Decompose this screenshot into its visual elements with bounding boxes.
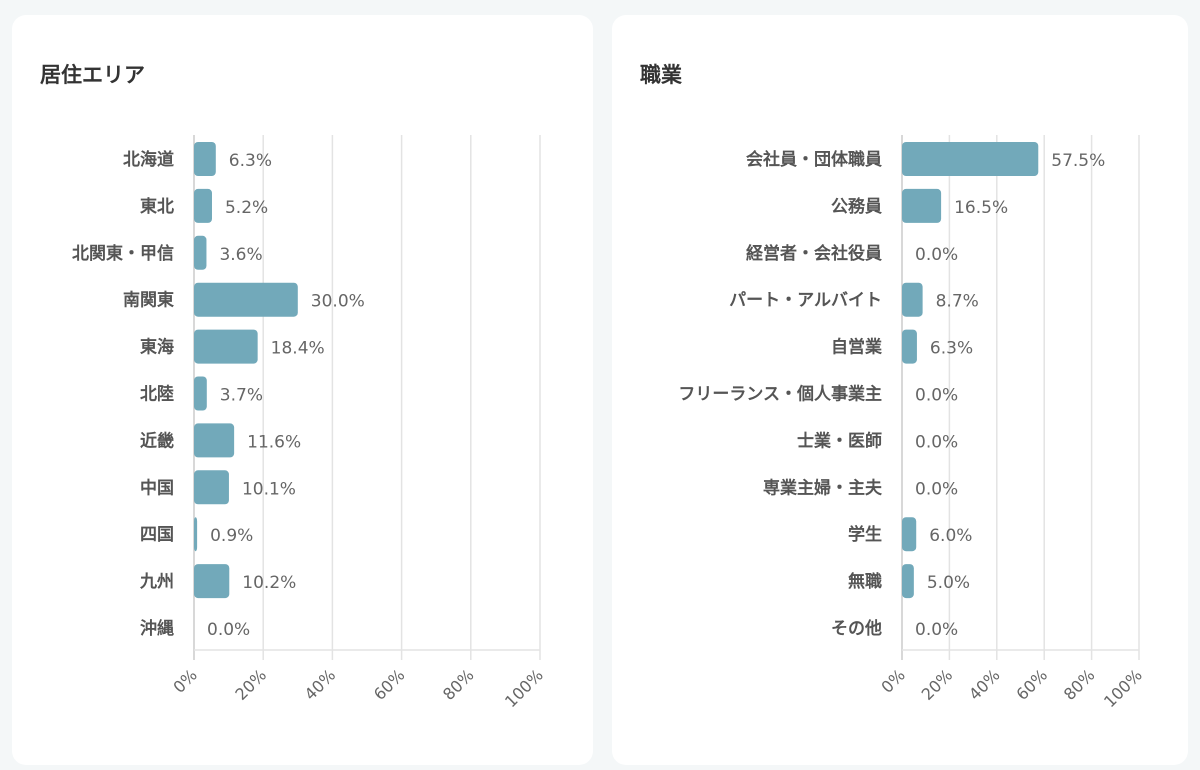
bar — [194, 142, 216, 176]
value-label: 8.7% — [936, 292, 979, 312]
category-label: 沖縄 — [140, 618, 174, 639]
bar — [194, 282, 298, 317]
bar — [194, 329, 258, 364]
value-label: 10.1% — [242, 479, 296, 499]
category-label: 北関東・甲信 — [72, 243, 174, 264]
bar — [194, 235, 207, 270]
value-label: 10.2% — [242, 573, 296, 593]
category-label: 士業・医師 — [797, 430, 882, 451]
x-tick-label: 100% — [1100, 665, 1146, 711]
value-label: 11.6% — [247, 432, 301, 452]
residence-area-chart: 0% 20% 40% 60% 80% 100% 北海道 6.3% 東北 5.2% 北関東・甲信 3.6… — [72, 135, 547, 711]
category-label: 北海道 — [123, 149, 174, 170]
value-label: 0.0% — [915, 245, 958, 265]
category-label: パート・アルバイト — [729, 291, 882, 311]
bar — [902, 517, 917, 552]
value-label: 0.0% — [915, 386, 958, 406]
chart-title: 職業 — [640, 63, 682, 87]
bar — [902, 188, 942, 223]
occupation-card: 職業 0% 20% 40% 60% 80% 100% 会社員・団体職員 57.5% 公務員 16.… — [612, 15, 1188, 765]
value-label: 57.5% — [1051, 151, 1105, 171]
category-label: 専業主婦・主夫 — [763, 477, 883, 498]
category-label: フリーランス・個人事業主 — [678, 384, 882, 405]
bar — [194, 470, 229, 505]
category-label: 経営者・会社役員 — [746, 243, 882, 264]
bar — [194, 517, 198, 552]
value-label: 6.3% — [930, 339, 973, 359]
value-label: 0.9% — [210, 526, 253, 546]
chart-title: 居住エリア — [40, 63, 145, 87]
x-tick-label: 80% — [439, 665, 478, 704]
bar — [194, 188, 212, 223]
x-tick-label: 40% — [965, 665, 1004, 704]
bar — [194, 376, 207, 411]
category-label: 東北 — [140, 196, 174, 217]
x-tick-label: 0% — [877, 665, 908, 696]
category-label: 学生 — [848, 524, 882, 545]
value-label: 5.0% — [927, 573, 970, 593]
x-tick-label: 40% — [301, 665, 340, 704]
bar — [194, 564, 230, 599]
occupation-chart: 0% 20% 40% 60% 80% 100% 会社員・団体職員 57.5% 公務員 16.5% 経… — [678, 135, 1146, 711]
category-label: 南関東 — [123, 290, 174, 311]
value-label: 18.4% — [271, 339, 325, 359]
value-label: 6.3% — [229, 151, 272, 171]
category-label: 四国 — [140, 525, 174, 545]
value-label: 30.0% — [311, 292, 365, 312]
value-label: 6.0% — [929, 526, 972, 546]
value-label: 16.5% — [954, 198, 1008, 218]
x-tick-label: 20% — [918, 665, 957, 704]
bar — [194, 423, 235, 458]
category-label: 東海 — [140, 337, 174, 358]
category-label: 公務員 — [831, 196, 882, 217]
value-label: 0.0% — [207, 620, 250, 640]
category-label: 中国 — [140, 477, 174, 498]
category-label: その他 — [831, 618, 882, 639]
bar — [902, 329, 917, 364]
value-label: 3.6% — [219, 245, 262, 265]
value-label: 0.0% — [915, 479, 958, 499]
category-label: 九州 — [139, 572, 174, 592]
bar — [902, 282, 923, 317]
bar — [902, 564, 914, 599]
bar — [902, 142, 1039, 176]
value-label: 3.7% — [220, 386, 263, 406]
x-tick-label: 80% — [1060, 665, 1099, 704]
value-label: 0.0% — [915, 432, 958, 452]
x-tick-label: 60% — [370, 665, 409, 704]
x-tick-label: 0% — [169, 665, 200, 696]
category-label: 会社員・団体職員 — [746, 149, 882, 170]
residence-area-card: 居住エリア 0% 20% 40% 60% 80% 100% 北海道 6.3% 東北 5.2% 北関東… — [12, 15, 593, 765]
category-label: 無職 — [848, 571, 882, 592]
x-tick-label: 60% — [1012, 665, 1051, 704]
category-label: 近畿 — [140, 430, 174, 451]
value-label: 0.0% — [915, 620, 958, 640]
x-tick-label: 100% — [501, 665, 547, 711]
category-label: 自営業 — [831, 337, 882, 358]
category-label: 北陸 — [140, 384, 174, 405]
x-tick-label: 20% — [231, 665, 270, 704]
value-label: 5.2% — [225, 198, 268, 218]
